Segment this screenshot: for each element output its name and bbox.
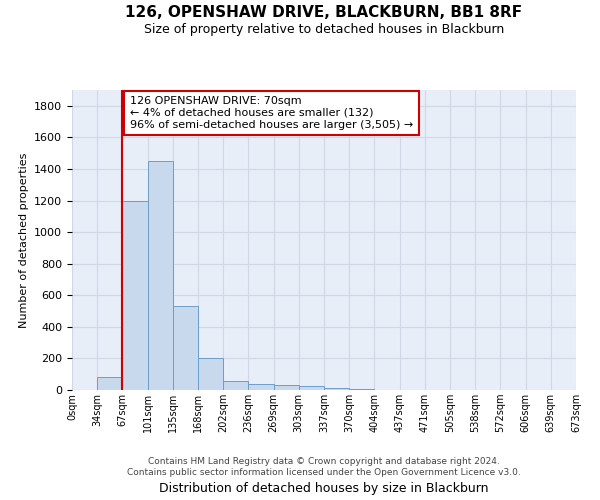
Text: Size of property relative to detached houses in Blackburn: Size of property relative to detached ho… [144, 22, 504, 36]
Bar [299, 386, 324, 390]
Bar [148, 161, 173, 390]
Bar [324, 388, 349, 390]
Bar [349, 389, 374, 390]
Bar [122, 200, 148, 390]
Text: Distribution of detached houses by size in Blackburn: Distribution of detached houses by size … [159, 482, 489, 495]
Bar [97, 378, 122, 390]
Bar [173, 306, 198, 390]
Bar [274, 386, 299, 390]
Y-axis label: Number of detached properties: Number of detached properties [19, 152, 29, 328]
Bar [248, 384, 274, 390]
Text: 126 OPENSHAW DRIVE: 70sqm
← 4% of detached houses are smaller (132)
96% of semi-: 126 OPENSHAW DRIVE: 70sqm ← 4% of detach… [130, 96, 413, 130]
Bar [198, 358, 223, 390]
Text: Contains HM Land Registry data © Crown copyright and database right 2024.
Contai: Contains HM Land Registry data © Crown c… [127, 458, 521, 477]
Bar [223, 380, 248, 390]
Text: 126, OPENSHAW DRIVE, BLACKBURN, BB1 8RF: 126, OPENSHAW DRIVE, BLACKBURN, BB1 8RF [125, 5, 523, 20]
